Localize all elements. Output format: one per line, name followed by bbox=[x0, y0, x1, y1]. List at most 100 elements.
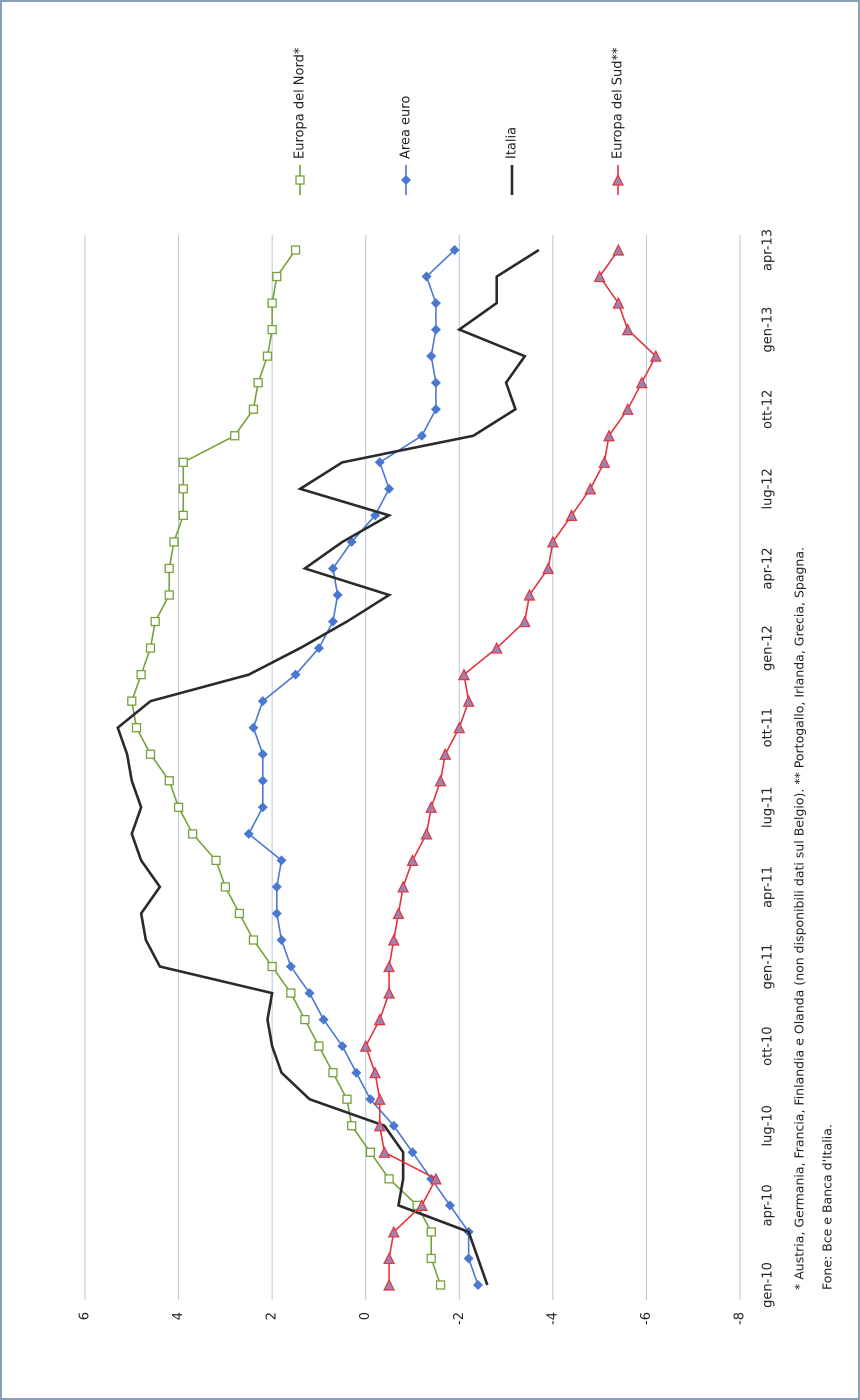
data-point bbox=[271, 908, 282, 919]
data-point bbox=[392, 907, 405, 920]
data-point bbox=[211, 855, 221, 866]
data-point bbox=[546, 535, 559, 548]
data-point bbox=[178, 457, 188, 467]
data-point bbox=[327, 563, 338, 574]
legend-marker bbox=[295, 175, 305, 185]
data-point bbox=[253, 378, 263, 388]
data-point bbox=[373, 1119, 386, 1132]
data-point bbox=[257, 775, 268, 786]
data-point bbox=[415, 1199, 428, 1211]
data-point bbox=[387, 1225, 400, 1238]
data-point bbox=[169, 537, 179, 547]
data-point bbox=[378, 1145, 391, 1158]
data-point bbox=[426, 351, 437, 362]
data-point bbox=[383, 1252, 396, 1265]
data-point bbox=[612, 243, 625, 256]
y-tick-label: 4 bbox=[171, 1312, 186, 1320]
x-tick-label: gen-13 bbox=[761, 307, 776, 353]
data-point bbox=[426, 1227, 436, 1237]
x-tick-label: ott-10 bbox=[761, 1026, 776, 1065]
data-point bbox=[327, 616, 338, 627]
data-point bbox=[164, 776, 174, 786]
data-point bbox=[243, 828, 254, 839]
y-tick-label: -2 bbox=[452, 1312, 467, 1325]
data-point bbox=[267, 298, 277, 308]
series-line bbox=[116, 248, 540, 1286]
data-point bbox=[621, 323, 634, 336]
data-point bbox=[248, 404, 259, 414]
data-point bbox=[173, 802, 184, 812]
data-point bbox=[272, 271, 282, 282]
data-point bbox=[425, 800, 438, 813]
x-tick-label: ott-12 bbox=[761, 390, 776, 429]
data-point bbox=[387, 933, 400, 946]
data-point bbox=[462, 694, 475, 707]
data-point bbox=[621, 402, 634, 415]
data-point bbox=[359, 1039, 372, 1052]
data-point bbox=[332, 590, 343, 600]
data-point bbox=[649, 349, 662, 362]
rotated-chart: * Austria, Germania, Francia, Finlandia … bbox=[78, 47, 835, 1325]
x-tick-label: gen-11 bbox=[761, 944, 776, 990]
x-tick-label: gen-10 bbox=[761, 1262, 776, 1308]
data-point bbox=[271, 881, 282, 892]
series-line bbox=[364, 249, 657, 1285]
x-tick-label: lug-10 bbox=[761, 1105, 776, 1146]
data-point bbox=[457, 668, 470, 681]
data-point bbox=[342, 1094, 352, 1104]
data-point bbox=[220, 882, 231, 892]
data-point bbox=[136, 669, 146, 680]
y-tick-label: -4 bbox=[545, 1312, 560, 1325]
data-point bbox=[612, 296, 625, 309]
data-point bbox=[178, 510, 188, 521]
data-point bbox=[406, 854, 419, 866]
data-point bbox=[290, 245, 301, 255]
x-tick-label: gen-12 bbox=[761, 625, 776, 671]
data-point bbox=[164, 590, 174, 600]
source: Fone: Bce e Banca d'Italia. bbox=[820, 1124, 835, 1290]
data-point bbox=[407, 1147, 418, 1158]
data-point bbox=[565, 509, 578, 521]
data-point bbox=[267, 961, 277, 972]
data-point bbox=[439, 747, 452, 760]
y-tick-label: -8 bbox=[733, 1312, 748, 1325]
data-point bbox=[426, 1253, 436, 1264]
data-point bbox=[490, 641, 503, 654]
data-point bbox=[234, 908, 245, 919]
data-point bbox=[178, 484, 188, 494]
data-point bbox=[429, 1172, 442, 1185]
data-point bbox=[374, 457, 385, 468]
data-point bbox=[388, 1120, 399, 1131]
data-point bbox=[383, 1278, 396, 1291]
legend-label: Europa del Sud** bbox=[611, 47, 626, 159]
data-point bbox=[257, 802, 268, 813]
data-point bbox=[276, 935, 287, 945]
data-point bbox=[267, 324, 277, 335]
data-point bbox=[430, 404, 441, 415]
data-point bbox=[473, 1280, 483, 1290]
data-point bbox=[127, 696, 137, 706]
data-point bbox=[635, 376, 648, 389]
legend-marker bbox=[401, 175, 411, 185]
data-point bbox=[314, 1041, 324, 1051]
data-point bbox=[397, 880, 410, 893]
data-point bbox=[435, 1280, 446, 1290]
x-tick-label: apr-13 bbox=[761, 229, 776, 271]
y-tick-label: 0 bbox=[358, 1312, 373, 1320]
x-tick-label: ott-11 bbox=[761, 708, 776, 747]
x-tick-label: apr-11 bbox=[761, 866, 776, 908]
data-point bbox=[518, 615, 531, 628]
data-point bbox=[304, 988, 315, 999]
data-point bbox=[328, 1068, 338, 1078]
data-point bbox=[286, 988, 296, 998]
data-point bbox=[542, 562, 555, 575]
legend-label: Area euro bbox=[399, 96, 414, 159]
data-point bbox=[313, 643, 324, 654]
legend-label: Italia bbox=[505, 127, 520, 159]
data-point bbox=[430, 298, 441, 309]
data-point bbox=[187, 829, 198, 839]
legend-label: Europa del Nord* bbox=[293, 47, 308, 159]
data-point bbox=[300, 1014, 310, 1025]
